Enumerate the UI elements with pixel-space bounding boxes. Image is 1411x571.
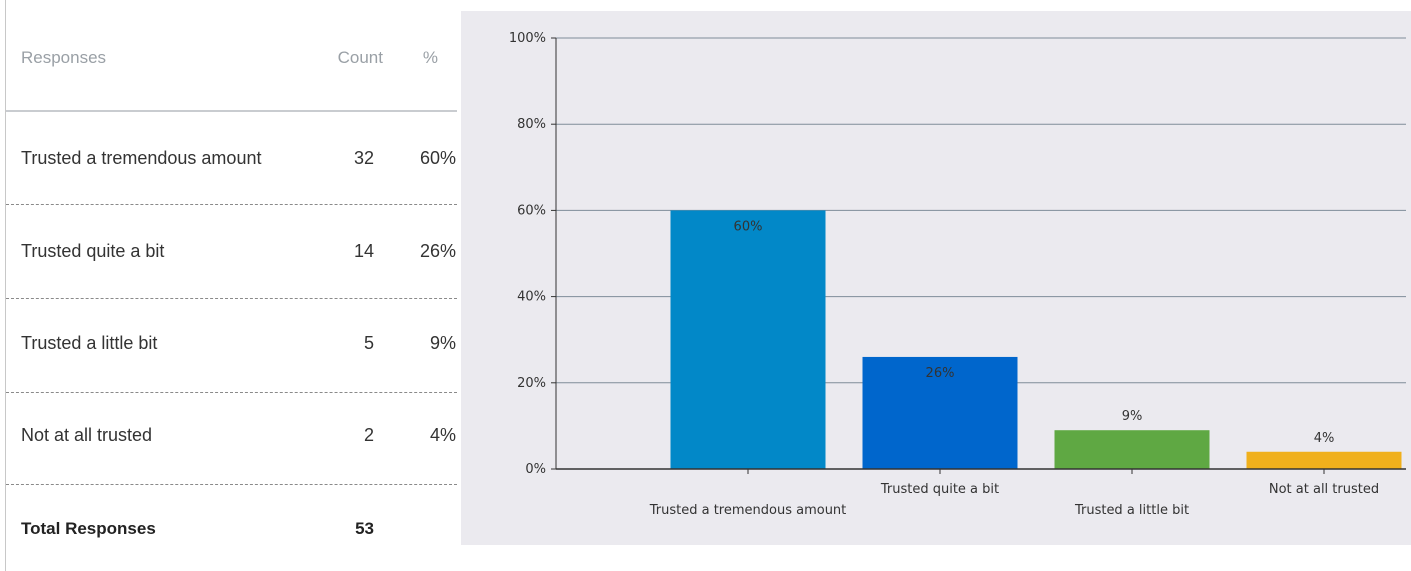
table-row: Not at all trusted 2 4% [6, 391, 457, 485]
table-row: Trusted a little bit 5 9% [6, 299, 457, 393]
header-responses: Responses [21, 48, 107, 67]
row-percent: 9% [429, 333, 456, 353]
data-label: 9% [1122, 409, 1143, 424]
row-percent: 26% [419, 241, 456, 261]
bar-chart: 0% 20% 40% 60% 80% 100% 60% 26% 9% 4% Trusted a tr… [509, 31, 1406, 518]
y-tick-label: 40% [517, 290, 546, 305]
data-label: 26% [926, 366, 955, 381]
row-percent: 60% [419, 148, 456, 168]
row-count: 2 [363, 425, 374, 445]
bar [670, 210, 826, 469]
bar [1246, 451, 1402, 469]
responses-table: Responses Count % Trusted a tremendous a… [6, 0, 457, 571]
data-label: 60% [734, 219, 763, 234]
data-label: 4% [1314, 431, 1335, 446]
x-tick-label: Trusted a tremendous amount [649, 503, 847, 518]
row-percent: 4% [429, 425, 456, 445]
table-row: Trusted quite a bit 14 26% [6, 205, 457, 299]
y-tick-label: 20% [517, 376, 546, 391]
y-tick-label: 60% [517, 203, 546, 218]
header-count: Count [337, 48, 383, 67]
y-tick-label: 0% [525, 462, 546, 477]
bar [1054, 430, 1210, 469]
row-label: Trusted quite a bit [21, 241, 165, 261]
total-row: Total Responses 53 [6, 482, 457, 571]
y-tick-label: 80% [517, 117, 546, 132]
x-tick-label: Trusted a little bit [1074, 503, 1189, 518]
row-count: 32 [353, 148, 374, 168]
bar [862, 356, 1018, 469]
row-label: Not at all trusted [21, 425, 153, 445]
table-row: Trusted a tremendous amount 32 60% [6, 111, 457, 205]
total-label: Total Responses [21, 519, 156, 538]
header-percent: % [422, 48, 438, 67]
x-tick-label: Trusted quite a bit [880, 482, 999, 497]
row-label: Trusted a tremendous amount [21, 148, 262, 168]
chart-panel: 0% 20% 40% 60% 80% 100% 60% 26% 9% 4% Trusted a tr… [461, 11, 1411, 545]
row-count: 5 [363, 333, 374, 353]
x-tick-label: Not at all trusted [1269, 482, 1379, 497]
left-border [5, 0, 6, 571]
table-header: Responses Count % [6, 0, 457, 112]
total-count: 53 [355, 519, 374, 538]
row-label: Trusted a little bit [21, 333, 158, 353]
y-tick-label: 100% [509, 31, 546, 46]
row-count: 14 [353, 241, 374, 261]
